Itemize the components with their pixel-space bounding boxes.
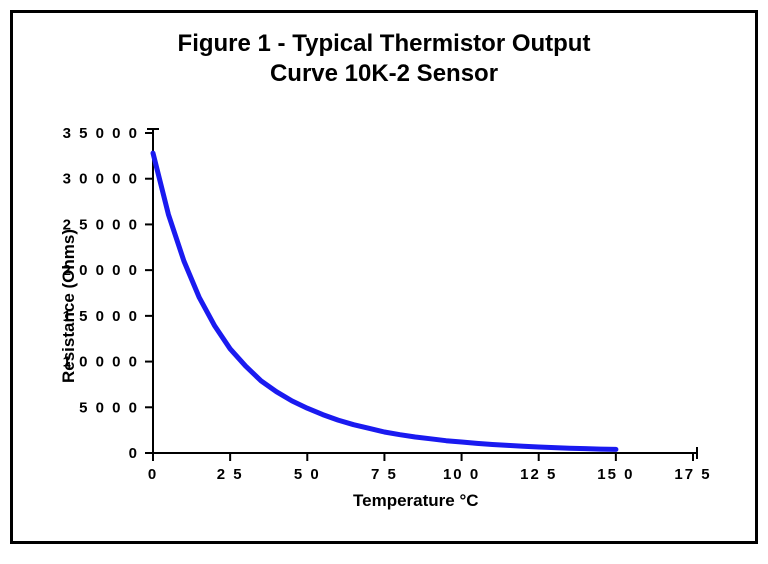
plot-area: 05 0 0 01 0 0 0 01 5 0 0 02 0 0 0 02 5 0… (53, 123, 735, 521)
svg-text:10 0: 10 0 (443, 466, 480, 483)
svg-text:0: 0 (129, 445, 139, 462)
y-axis-label: Resistance (Ohms) (59, 229, 79, 383)
chart-svg: 05 0 0 01 0 0 0 01 5 0 0 02 0 0 0 02 5 0… (53, 123, 735, 521)
svg-text:5 0: 5 0 (294, 466, 321, 483)
svg-text:7 5: 7 5 (371, 466, 398, 483)
chart-frame: Figure 1 - Typical Thermistor Output Cur… (10, 10, 758, 544)
x-axis-label: Temperature °C (353, 491, 479, 511)
chart-title-line2: Curve 10K-2 Sensor (13, 59, 755, 89)
svg-text:17 5: 17 5 (674, 466, 711, 483)
svg-text:15 0: 15 0 (597, 466, 634, 483)
svg-text:0: 0 (148, 466, 158, 483)
svg-text:2 5: 2 5 (217, 466, 244, 483)
chart-title: Figure 1 - Typical Thermistor Output Cur… (13, 29, 755, 89)
chart-title-line1: Figure 1 - Typical Thermistor Output (13, 29, 755, 59)
svg-text:3 5 0 0 0: 3 5 0 0 0 (63, 125, 139, 142)
svg-text:3 0 0 0 0: 3 0 0 0 0 (63, 171, 139, 188)
svg-text:5 0 0 0: 5 0 0 0 (79, 399, 139, 416)
svg-text:12 5: 12 5 (520, 466, 557, 483)
